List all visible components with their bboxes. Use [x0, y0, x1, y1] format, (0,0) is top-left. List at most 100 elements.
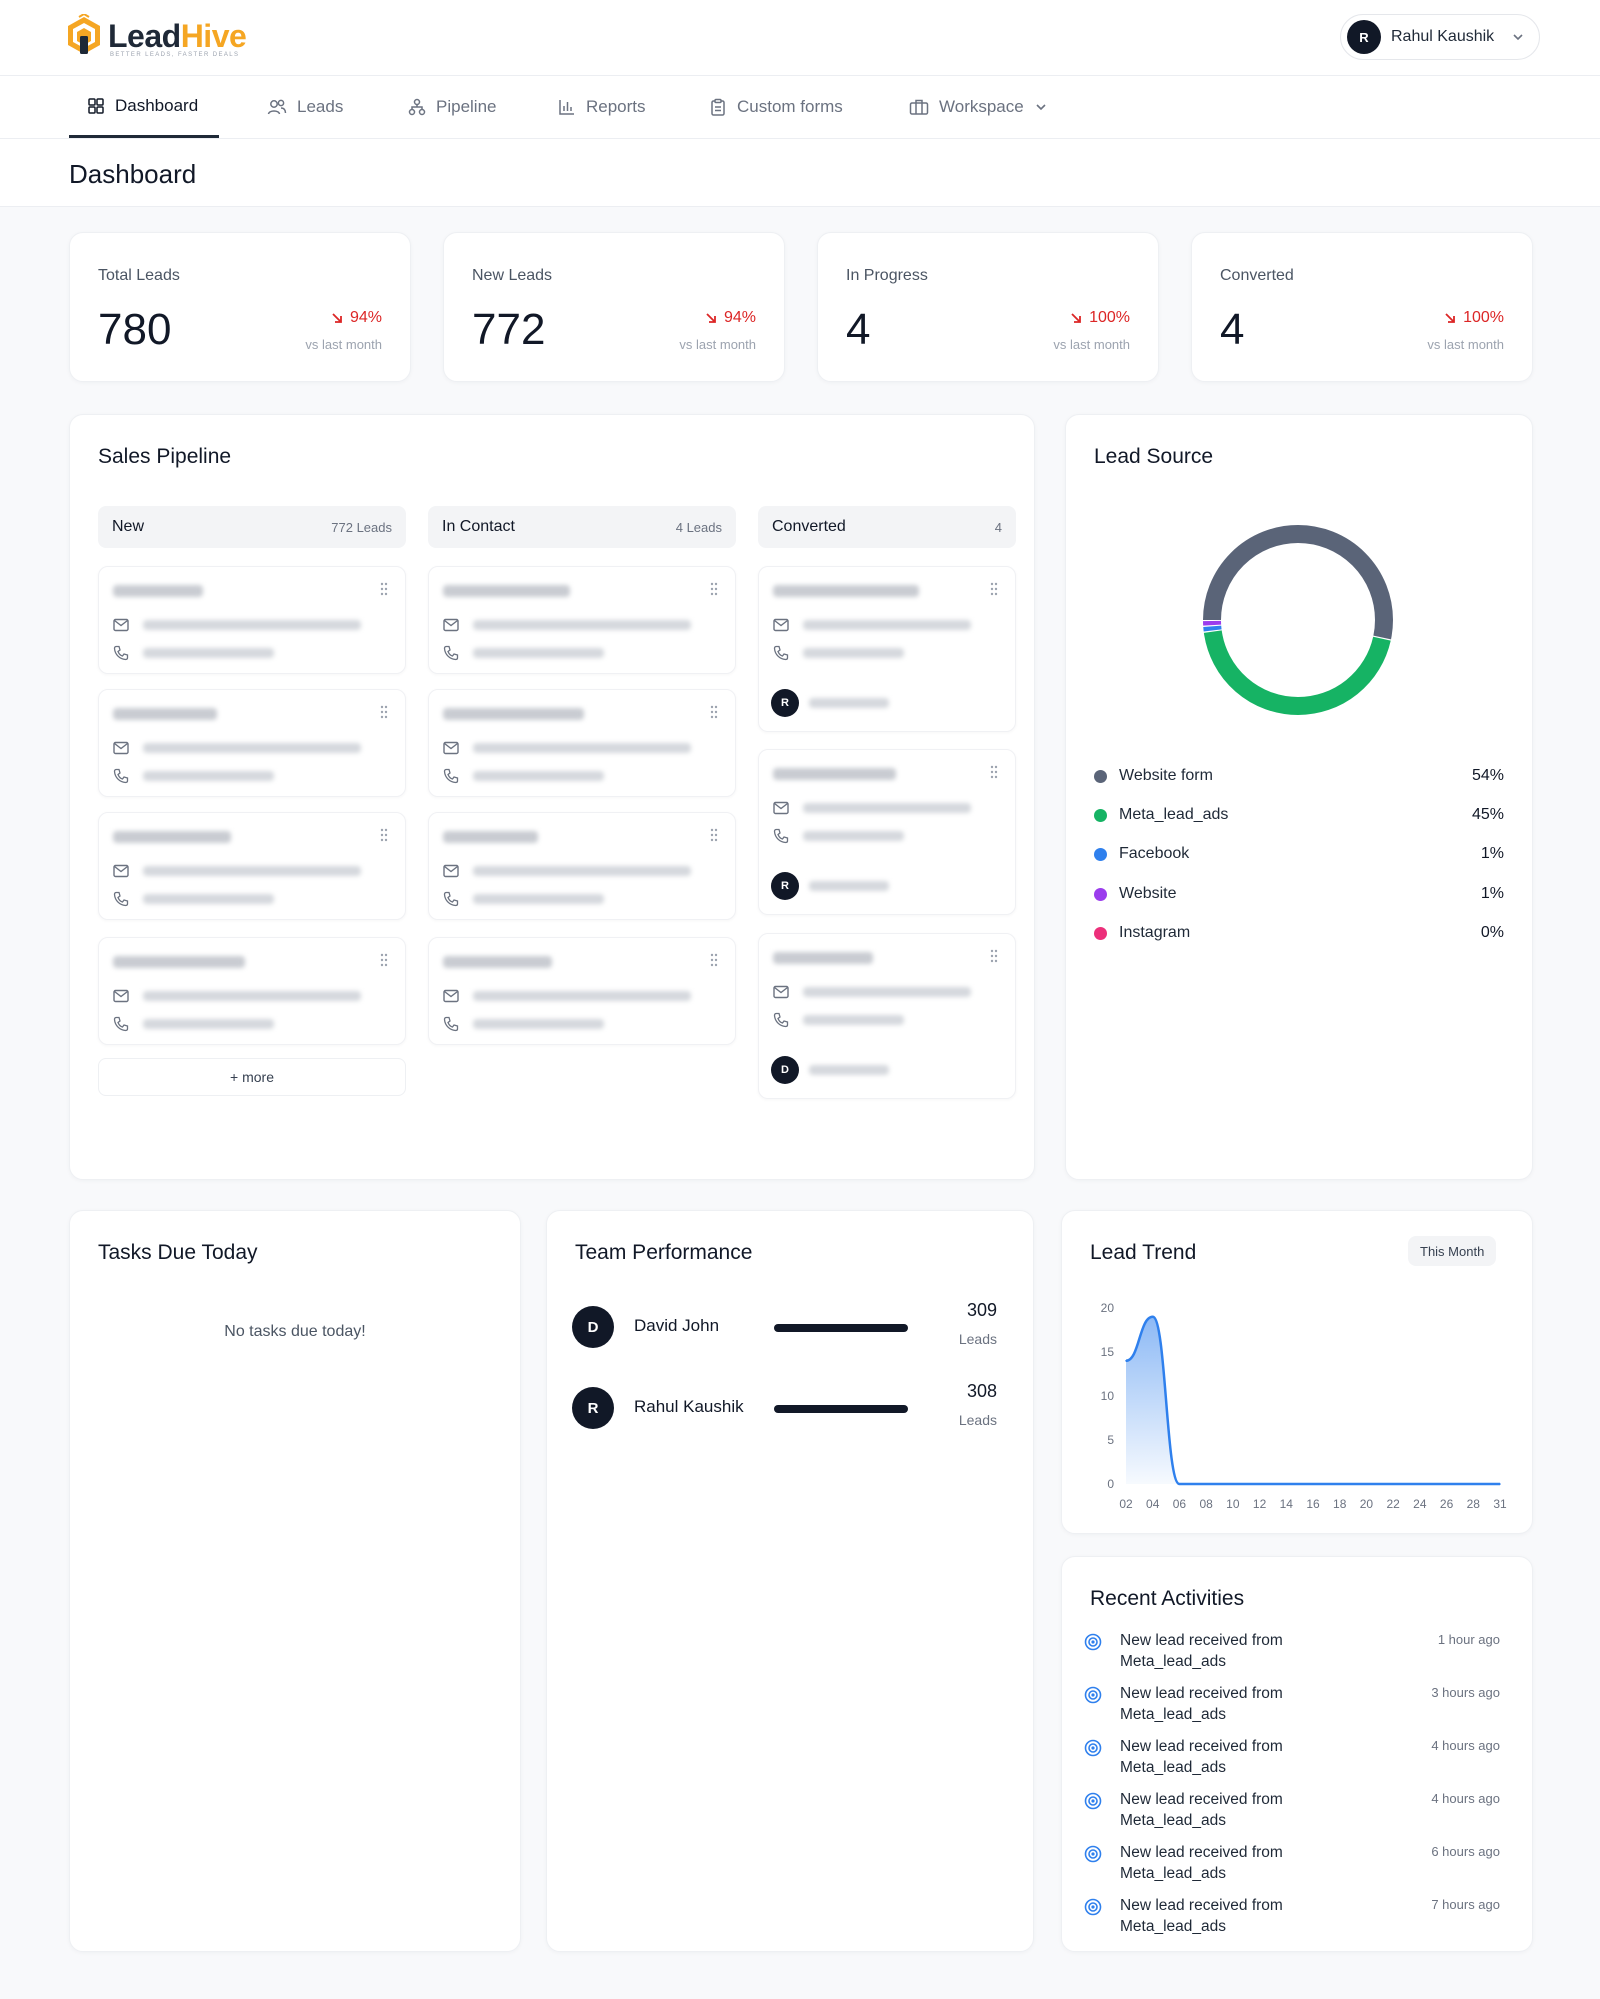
- lead-card[interactable]: [428, 937, 736, 1045]
- member-lead-unit: Leads: [958, 1331, 997, 1347]
- nav-tab-dashboard[interactable]: Dashboard: [69, 76, 219, 138]
- nav-tab-custom-forms[interactable]: Custom forms: [709, 76, 843, 138]
- pipeline-column-converted[interactable]: Converted 4: [758, 506, 1016, 548]
- trend-point[interactable]: [1419, 1483, 1421, 1485]
- activity-item[interactable]: New lead received from Meta_lead_ads 1 hou…: [1084, 1630, 1500, 1674]
- user-avatar: R: [1347, 20, 1381, 54]
- column-count: 772 Leads: [331, 519, 392, 535]
- trend-line[interactable]: [1125, 1315, 1500, 1486]
- drag-handle-icon[interactable]: [989, 948, 999, 969]
- lead-card[interactable]: [428, 566, 736, 674]
- nav-tab-pipeline[interactable]: Pipeline: [408, 76, 497, 138]
- drag-handle-icon[interactable]: [379, 704, 389, 725]
- y-tick-label: 10: [1101, 1389, 1115, 1403]
- stat-subtext: vs last month: [305, 337, 382, 352]
- trend-point[interactable]: [1258, 1483, 1261, 1485]
- trend-down-icon: [1445, 313, 1455, 323]
- member-lead-unit: Leads: [958, 1412, 997, 1428]
- pipeline-column-new[interactable]: New 772 Leads: [98, 506, 406, 548]
- legend-website: Website 1%: [1094, 885, 1504, 903]
- trend-point[interactable]: [1285, 1483, 1288, 1485]
- activity-time: 7 hours ago: [1431, 1897, 1500, 1912]
- activity-item[interactable]: New lead received from Meta_lead_ads 4 hou…: [1084, 1789, 1500, 1833]
- bar-chart-icon: [559, 100, 574, 115]
- team-member-row[interactable]: D David John 309 Leads: [572, 1300, 997, 1360]
- phone-icon: [773, 828, 789, 849]
- donut-slice-website-form[interactable]: [1203, 525, 1393, 715]
- trend-point[interactable]: [1125, 1360, 1127, 1362]
- x-tick-label: 14: [1280, 1497, 1294, 1511]
- trend-point[interactable]: [1499, 1483, 1501, 1485]
- drag-handle-icon[interactable]: [989, 581, 999, 602]
- nav-tab-workspace[interactable]: Workspace: [909, 76, 1048, 138]
- trend-point[interactable]: [1151, 1316, 1154, 1318]
- pipeline-column-in-contact[interactable]: In Contact 4 Leads: [428, 506, 736, 548]
- nav-tab-leads[interactable]: Leads: [267, 76, 343, 138]
- trend-point[interactable]: [1338, 1483, 1341, 1485]
- column-count: 4: [994, 519, 1002, 535]
- activity-target-icon: [1084, 1792, 1102, 1815]
- member-lead-count: 308: [966, 1381, 997, 1401]
- phone-icon: [773, 1012, 789, 1033]
- lead-card[interactable]: [428, 812, 736, 920]
- legend-dot: [1094, 887, 1107, 901]
- drag-handle-icon[interactable]: [709, 952, 719, 973]
- lead-card[interactable]: [98, 689, 406, 797]
- activity-time: 1 hour ago: [1437, 1632, 1500, 1647]
- x-tick-label: 28: [1467, 1497, 1481, 1511]
- trend-point[interactable]: [1178, 1483, 1181, 1485]
- trend-point[interactable]: [1232, 1483, 1234, 1485]
- trend-down-icon: [1071, 313, 1081, 323]
- mail-icon: [773, 618, 789, 637]
- drag-handle-icon[interactable]: [989, 764, 999, 785]
- lead-card[interactable]: [98, 566, 406, 674]
- member-lead-count: 309: [966, 1300, 997, 1320]
- trend-point[interactable]: [1472, 1483, 1475, 1485]
- x-tick-label: 08: [1199, 1497, 1213, 1511]
- drag-handle-icon[interactable]: [709, 827, 719, 848]
- team-member-row[interactable]: R Rahul Kaushik 308 Leads: [572, 1381, 997, 1441]
- activity-text: New lead received from Meta_lead_ads: [1120, 1632, 1283, 1670]
- member-name: David John: [634, 1316, 720, 1335]
- stat-label: Converted: [1220, 267, 1294, 284]
- trend-point[interactable]: [1205, 1483, 1207, 1485]
- lead-card[interactable]: [98, 937, 406, 1045]
- x-tick-label: 06: [1173, 1497, 1187, 1511]
- team-title: Team Performance: [575, 1241, 753, 1264]
- column-name: New: [112, 518, 145, 535]
- drag-handle-icon[interactable]: [379, 827, 389, 848]
- activity-item[interactable]: New lead received from Meta_lead_ads 7 hou…: [1084, 1895, 1500, 1939]
- activity-item[interactable]: New lead received from Meta_lead_ads 3 hou…: [1084, 1683, 1500, 1727]
- brand-logo[interactable]: LeadHive BETTER LEADS, FASTER DEALS: [64, 14, 247, 58]
- donut-slice-meta-lead-ads[interactable]: [1203, 525, 1393, 715]
- activity-item[interactable]: New lead received from Meta_lead_ads 4 hou…: [1084, 1736, 1500, 1780]
- drag-handle-icon[interactable]: [379, 952, 389, 973]
- drag-handle-icon[interactable]: [709, 581, 719, 602]
- lead-card[interactable]: [98, 812, 406, 920]
- trend-down-icon: [706, 313, 716, 323]
- lead-card[interactable]: R: [758, 749, 1016, 915]
- lead-card[interactable]: D: [758, 933, 1016, 1099]
- trend-point[interactable]: [1365, 1483, 1368, 1485]
- x-tick-label: 22: [1386, 1497, 1400, 1511]
- show-more-button[interactable]: + more: [98, 1058, 406, 1096]
- trend-area-fill: [1126, 1316, 1500, 1484]
- y-tick-label: 20: [1101, 1301, 1115, 1315]
- trend-point[interactable]: [1445, 1483, 1448, 1485]
- period-selector[interactable]: This Month: [1408, 1236, 1497, 1266]
- nav-tab-reports[interactable]: Reports: [558, 76, 646, 138]
- activity-target-icon: [1084, 1845, 1102, 1868]
- drag-handle-icon[interactable]: [379, 581, 389, 602]
- trend-point[interactable]: [1312, 1483, 1314, 1485]
- stat-delta: 94%: [704, 309, 756, 327]
- lead-card[interactable]: R: [758, 566, 1016, 732]
- trend-point[interactable]: [1392, 1483, 1394, 1485]
- stat-label: Total Leads: [98, 267, 180, 284]
- stat-delta: 100%: [1443, 309, 1504, 327]
- activity-item[interactable]: New lead received from Meta_lead_ads 6 hou…: [1084, 1842, 1500, 1886]
- drag-handle-icon[interactable]: [709, 704, 719, 725]
- lead-card[interactable]: [428, 689, 736, 797]
- user-menu[interactable]: R Rahul Kaushik: [1340, 14, 1540, 60]
- stat-value: 4: [846, 305, 871, 354]
- activity-time: 6 hours ago: [1431, 1844, 1500, 1859]
